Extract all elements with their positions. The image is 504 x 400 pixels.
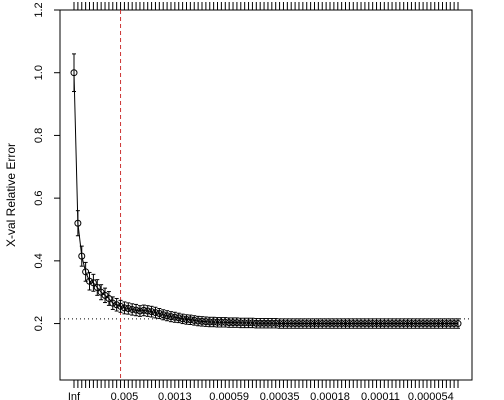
y-tick-label: 0.6 bbox=[33, 190, 45, 205]
x-tick-label: 0.00059 bbox=[209, 391, 249, 400]
y-tick-label: 1.0 bbox=[33, 65, 45, 80]
x-tick-label: 0.00035 bbox=[260, 391, 300, 400]
x-tick-label: 0.005 bbox=[111, 391, 139, 400]
y-tick-label: 1.2 bbox=[33, 2, 45, 17]
x-tick-label: 0.0013 bbox=[158, 391, 192, 400]
y-axis-title: X-val Relative Error bbox=[4, 143, 18, 247]
bottom-axis-ticks bbox=[74, 380, 458, 388]
series-line bbox=[74, 73, 458, 324]
x-tick-label: Inf bbox=[68, 391, 81, 400]
y-tick-label: 0.8 bbox=[33, 128, 45, 143]
y-axis: 0.2 0.4 0.6 0.8 1.0 1.2 bbox=[33, 2, 60, 331]
y-tick-label: 0.4 bbox=[33, 253, 45, 268]
x-tick-label: 0.000054 bbox=[408, 391, 454, 400]
top-axis-ticks bbox=[74, 2, 458, 10]
x-tick-label: 0.00011 bbox=[361, 391, 400, 400]
y-tick-label: 0.2 bbox=[33, 316, 45, 331]
x-tick-label: 0.00018 bbox=[310, 391, 350, 400]
x-axis-labels: Inf 0.005 0.0013 0.00059 0.00035 0.00018 0.000… bbox=[68, 391, 454, 400]
error-series bbox=[71, 54, 461, 328]
